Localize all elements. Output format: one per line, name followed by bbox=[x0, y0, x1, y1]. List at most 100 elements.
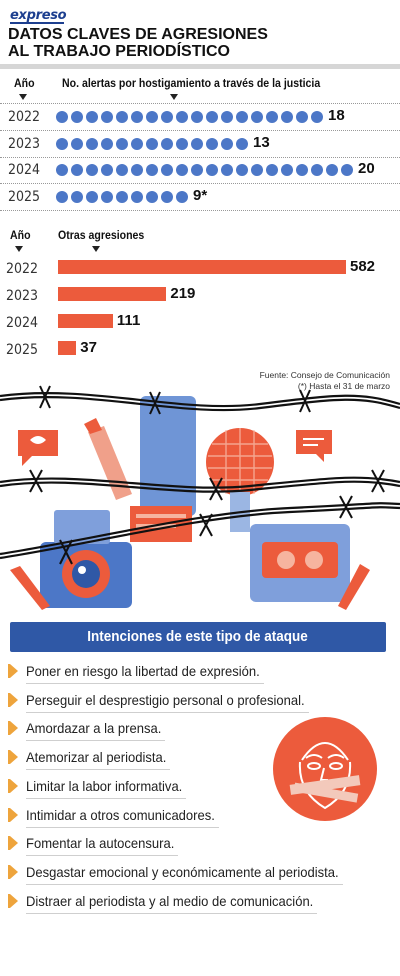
intention-item: Poner en riesgo la libertad de expresión… bbox=[8, 660, 400, 686]
intention-text: Desgastar emocional y económicamente al … bbox=[26, 863, 339, 880]
chart1-dot bbox=[146, 164, 158, 176]
chart1-dot bbox=[221, 111, 233, 123]
chart1-dot bbox=[101, 111, 113, 123]
chart1-dot bbox=[56, 137, 68, 150]
chart1-dot bbox=[56, 164, 68, 176]
bullet-arrow-icon bbox=[10, 807, 18, 822]
chart1-dot bbox=[296, 164, 308, 176]
chart1-dot bbox=[131, 190, 143, 203]
chart1-dot bbox=[71, 190, 83, 203]
chart1-dot bbox=[116, 137, 128, 150]
chart2-year-label: 2025 bbox=[6, 342, 39, 358]
intention-item: Perseguir el desprestigio personal o pro… bbox=[8, 689, 400, 715]
chart1-dot bbox=[311, 164, 323, 176]
pencil-left-icon bbox=[10, 566, 50, 610]
chart1-dot bbox=[71, 164, 83, 176]
chart2-value-header: Otras agresiones bbox=[58, 228, 145, 242]
chart1-dot bbox=[56, 190, 68, 203]
chart1-dot bbox=[161, 164, 173, 176]
barbed-wire-barbs bbox=[29, 385, 385, 565]
title-divider bbox=[0, 64, 400, 69]
chart1-dot bbox=[176, 190, 188, 203]
bullet-bar bbox=[8, 692, 10, 707]
chart1-dot bbox=[251, 111, 263, 123]
bullet-arrow-icon bbox=[10, 721, 18, 736]
chart1-dot bbox=[56, 111, 68, 123]
chart1-row-2025: 2025 9* bbox=[0, 185, 400, 211]
chart1-dot bbox=[236, 137, 248, 150]
intention-underline bbox=[26, 912, 318, 914]
chart1-dot bbox=[191, 137, 203, 150]
chart1-dot bbox=[176, 164, 188, 176]
chart1-year-label: 2024 bbox=[8, 162, 41, 178]
bullet-bar bbox=[8, 836, 10, 851]
chart1-dot bbox=[296, 111, 308, 123]
chart1-dot bbox=[101, 137, 113, 150]
chart1-dot bbox=[206, 111, 218, 123]
chart1-dot bbox=[116, 111, 128, 123]
bullet-bar bbox=[8, 750, 10, 765]
intention-underline bbox=[26, 883, 343, 885]
bullet-bar bbox=[8, 664, 10, 678]
intention-underline bbox=[26, 769, 171, 771]
chart1-dot bbox=[251, 164, 263, 176]
intention-item: Desgastar emocional y económicamente al … bbox=[8, 861, 400, 887]
title-line-1: DATOS CLAVES DE AGRESIONES bbox=[8, 26, 268, 43]
chart1-dot bbox=[116, 164, 128, 176]
chart1-dot bbox=[206, 137, 218, 150]
intention-text: Perseguir el desprestigio personal o pro… bbox=[26, 691, 305, 708]
chart1-dot bbox=[191, 164, 203, 176]
bullet-bar bbox=[8, 864, 10, 879]
chart2-year-header: Año bbox=[10, 228, 31, 242]
chart1-dot bbox=[146, 137, 158, 150]
chart1-row-divider bbox=[0, 209, 400, 211]
chart2-value-label: 582 bbox=[350, 258, 376, 275]
intention-item: Intimidar a otros comunicadores. bbox=[8, 804, 400, 830]
intention-text: Fomentar la autocensura. bbox=[26, 835, 175, 852]
chart1-row-divider bbox=[0, 156, 400, 158]
chart1-top-rule bbox=[0, 103, 400, 104]
chart1-dot bbox=[221, 164, 233, 176]
intention-item: Fomentar la autocensura. bbox=[8, 832, 400, 858]
bullet-arrow-icon bbox=[10, 864, 18, 879]
intentions-banner: Intenciones de este tipo de ataque bbox=[10, 622, 386, 652]
title-line-2: AL TRABAJO PERIODÍSTICO bbox=[8, 43, 230, 60]
chart1-row-2023: 2023 13 bbox=[0, 132, 400, 158]
intention-underline bbox=[26, 855, 179, 857]
chart1-dot bbox=[86, 137, 98, 150]
source-text: Fuente: Consejo de Comunicación bbox=[259, 370, 390, 380]
chart1-row-2024: 2024 20 bbox=[0, 158, 400, 184]
chart1-dot bbox=[311, 111, 323, 123]
chart1-dot bbox=[221, 137, 233, 150]
chart1-dot bbox=[236, 164, 248, 176]
chart1-dot bbox=[341, 164, 353, 176]
chart2-row-2024: 2024 111 bbox=[0, 310, 400, 336]
intention-underline bbox=[26, 740, 166, 742]
chart1-row-divider bbox=[0, 129, 400, 131]
chart1-dot bbox=[101, 164, 113, 176]
barbed-wire bbox=[0, 392, 400, 560]
chart1-dot bbox=[131, 111, 143, 123]
bullet-arrow-icon bbox=[10, 778, 18, 793]
page-title: DATOS CLAVES DE AGRESIONES AL TRABAJO PE… bbox=[8, 26, 388, 60]
chart1-year-arrow-icon bbox=[19, 94, 27, 100]
chart1-dot bbox=[161, 190, 173, 203]
chart1-value-label: 18 bbox=[328, 107, 345, 124]
phone-shape bbox=[140, 396, 196, 516]
source-note: Fuente: Consejo de Comunicación (*) Hast… bbox=[260, 370, 390, 392]
brand-logo: expreso bbox=[10, 8, 67, 23]
intentions-banner-title: Intenciones de este tipo de ataque bbox=[87, 628, 309, 645]
bullet-bar bbox=[8, 807, 10, 822]
brand-underline bbox=[10, 22, 64, 24]
chart1-dot bbox=[71, 137, 83, 150]
chart2-year-label: 2023 bbox=[6, 288, 39, 304]
chart1-dot bbox=[146, 111, 158, 123]
chart1-value-header: No. alertas por hostigamiento a través d… bbox=[62, 76, 321, 90]
chart1-dot bbox=[176, 137, 188, 150]
chart1-value-label: 13 bbox=[253, 133, 270, 151]
intention-text: Atemorizar al periodista. bbox=[26, 749, 167, 766]
chart1-dot bbox=[191, 111, 203, 123]
chart1-dot bbox=[146, 190, 158, 203]
gagged-journalist-icon bbox=[273, 717, 377, 821]
press-barbed-wire-illustration bbox=[0, 385, 400, 610]
